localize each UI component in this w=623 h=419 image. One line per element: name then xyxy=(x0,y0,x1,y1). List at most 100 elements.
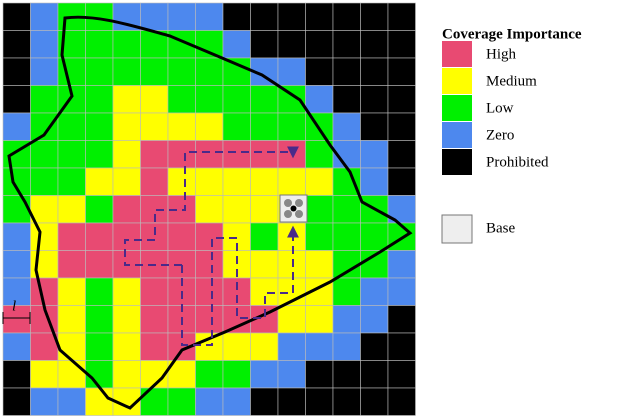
legend-label: Low xyxy=(486,100,514,116)
grid-cell xyxy=(195,195,224,224)
grid-cell xyxy=(305,332,334,361)
grid-cell xyxy=(305,167,334,196)
grid-cell xyxy=(2,30,31,59)
grid-cell xyxy=(2,222,31,251)
grid-cell xyxy=(85,360,114,389)
grid-cell xyxy=(277,57,306,86)
grid-cell xyxy=(2,85,31,114)
grid-cell xyxy=(140,85,169,114)
grid-cell xyxy=(2,250,31,279)
coverage-grid xyxy=(2,2,416,416)
grid-cell xyxy=(195,360,224,389)
grid-cell xyxy=(85,222,114,251)
grid-cell xyxy=(85,387,114,416)
grid-cell xyxy=(57,195,86,224)
grid-cell xyxy=(332,387,361,416)
grid-cell xyxy=(387,140,416,169)
grid-cell xyxy=(85,250,114,279)
grid-cell xyxy=(195,277,224,306)
grid-cell xyxy=(387,167,416,196)
grid-cell xyxy=(140,387,169,416)
legend-swatch xyxy=(442,41,472,67)
grid-cell xyxy=(85,30,114,59)
grid-cell xyxy=(277,2,306,31)
grid-cell xyxy=(360,2,389,31)
grid-cell xyxy=(112,305,141,334)
grid-cell xyxy=(85,57,114,86)
grid-cell xyxy=(112,57,141,86)
cell-size-indicator xyxy=(2,312,31,324)
grid-cell xyxy=(305,250,334,279)
grid-cell xyxy=(250,222,279,251)
grid-cell xyxy=(57,277,86,306)
grid-cell xyxy=(387,85,416,114)
grid-cell xyxy=(222,195,251,224)
grid-cell xyxy=(57,167,86,196)
grid-cell xyxy=(140,332,169,361)
legend-swatch xyxy=(442,95,472,121)
grid-cell xyxy=(85,195,114,224)
legend-swatch xyxy=(442,149,472,175)
grid-cell xyxy=(250,30,279,59)
grid-cell xyxy=(305,387,334,416)
grid-cell xyxy=(360,112,389,141)
grid-cell xyxy=(167,140,196,169)
grid-cell xyxy=(2,195,31,224)
grid-cell xyxy=(277,305,306,334)
grid-cell xyxy=(30,250,59,279)
grid-cell xyxy=(112,112,141,141)
grid-cell xyxy=(167,387,196,416)
grid-cell xyxy=(57,360,86,389)
grid-cell xyxy=(57,305,86,334)
grid-cell xyxy=(195,250,224,279)
grid-cell xyxy=(222,57,251,86)
grid-cell xyxy=(387,250,416,279)
grid-cell xyxy=(167,167,196,196)
grid-cell xyxy=(250,85,279,114)
grid-cell xyxy=(277,222,306,251)
grid-cell xyxy=(222,167,251,196)
grid-cell xyxy=(2,305,31,334)
grid-cell xyxy=(85,277,114,306)
grid-cell xyxy=(30,360,59,389)
grid-cell xyxy=(195,140,224,169)
grid-cell xyxy=(222,85,251,114)
grid-cell xyxy=(360,305,389,334)
grid-cell xyxy=(57,140,86,169)
grid-cell xyxy=(360,30,389,59)
grid-cell xyxy=(85,85,114,114)
grid-cell xyxy=(305,30,334,59)
grid-cell xyxy=(140,112,169,141)
grid-cell xyxy=(30,387,59,416)
grid-cell xyxy=(277,360,306,389)
grid-cell xyxy=(195,222,224,251)
grid-cell xyxy=(195,57,224,86)
grid-cell xyxy=(222,360,251,389)
grid-cell xyxy=(195,112,224,141)
grid-cell xyxy=(332,277,361,306)
grid-cell xyxy=(140,2,169,31)
legend: High Medium Low Zero Prohibited xyxy=(442,41,549,175)
grid-cell xyxy=(250,387,279,416)
grid-cell xyxy=(2,167,31,196)
grid-cell xyxy=(387,332,416,361)
grid-cell xyxy=(2,57,31,86)
grid-cell xyxy=(332,250,361,279)
grid-cell xyxy=(222,30,251,59)
grid-cell xyxy=(305,195,334,224)
grid-cell xyxy=(387,305,416,334)
cell-size-label: l xyxy=(12,298,16,314)
grid-cell xyxy=(222,140,251,169)
grid-cell xyxy=(387,387,416,416)
grid-cell xyxy=(332,57,361,86)
grid-cell xyxy=(332,222,361,251)
grid-cell xyxy=(360,277,389,306)
legend-label: Medium xyxy=(486,73,537,89)
grid-cell xyxy=(277,332,306,361)
grid-cell xyxy=(167,112,196,141)
grid-cell xyxy=(360,85,389,114)
grid-cell xyxy=(222,112,251,141)
grid-cell xyxy=(2,360,31,389)
grid-cell xyxy=(250,167,279,196)
grid-cell xyxy=(30,2,59,31)
